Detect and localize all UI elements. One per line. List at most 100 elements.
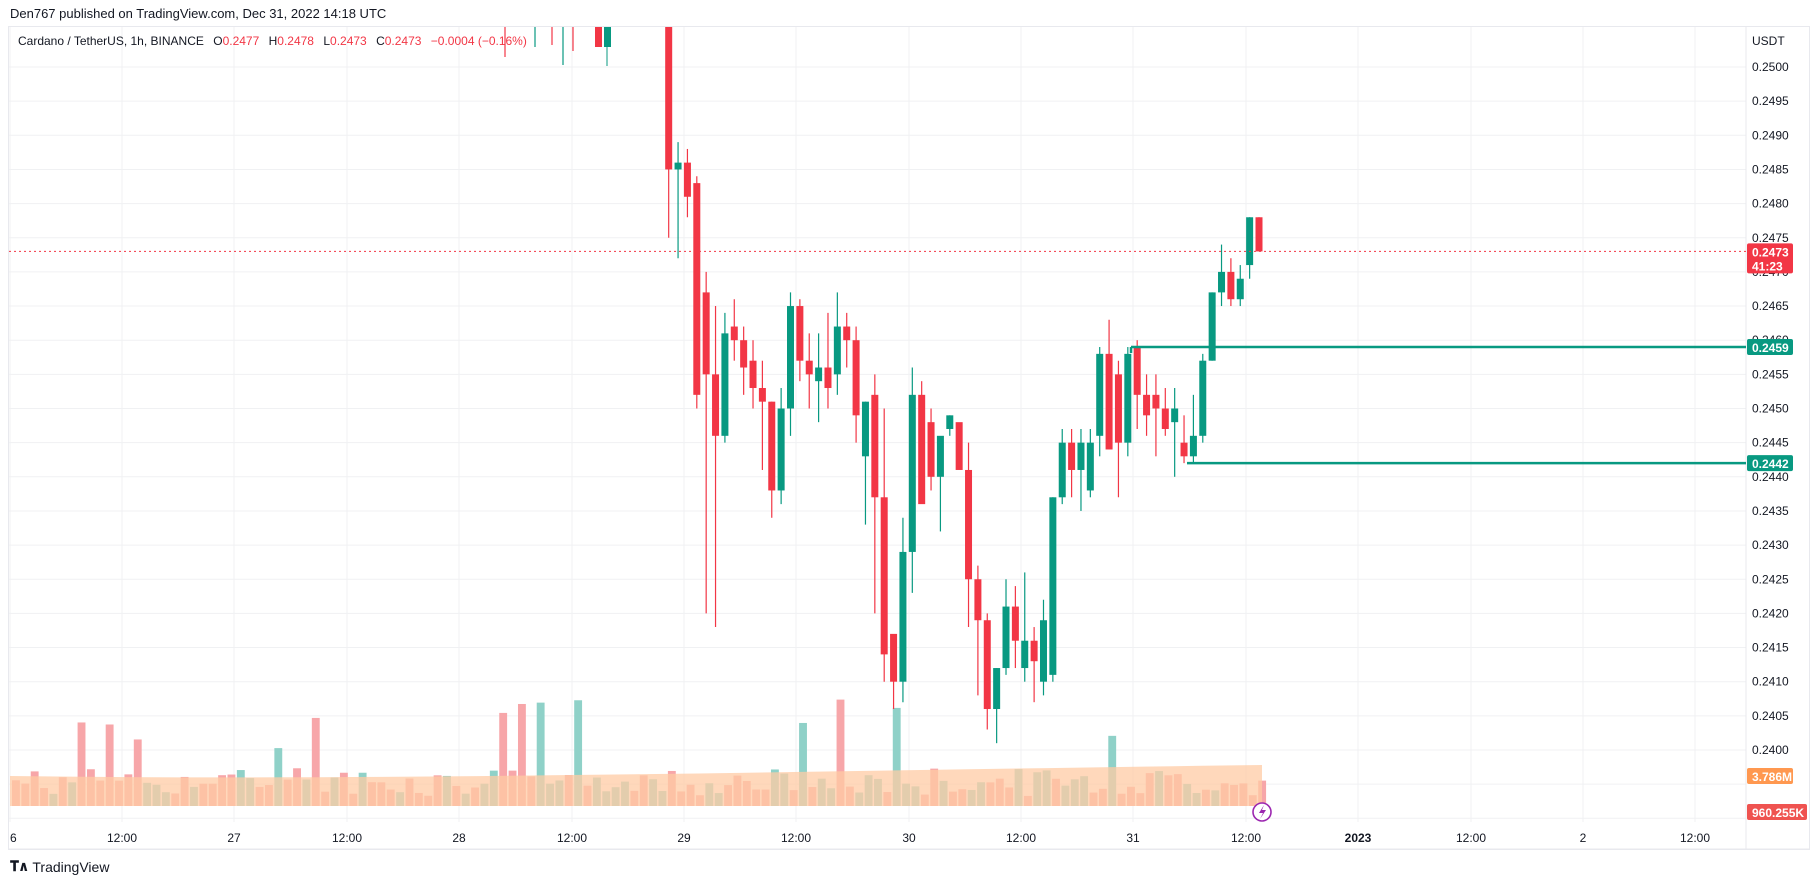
volume-bar [133, 739, 142, 806]
candle-up [899, 551, 907, 682]
price-tick: 0.2465 [1752, 299, 1789, 313]
candle-down [805, 360, 813, 375]
svg-text:0.2473: 0.2473 [1752, 245, 1789, 259]
candle-down [1227, 271, 1235, 300]
volume-bar [574, 700, 583, 806]
low-label: L [323, 34, 331, 48]
price-tick: 0.2475 [1752, 231, 1789, 245]
candle-up [1189, 435, 1197, 457]
volume-bar [77, 722, 86, 806]
candle-up [861, 401, 869, 457]
candle-down [730, 326, 738, 341]
candle-down [1143, 394, 1151, 416]
candle-up [993, 668, 1001, 710]
price-tick: 0.2415 [1752, 641, 1789, 655]
candle-up [777, 408, 785, 491]
candle-up [1236, 278, 1244, 300]
tradingview-logo[interactable]: 𝐓∧ TradingView [10, 858, 109, 875]
candle-down [852, 340, 860, 416]
svg-text:3.786M: 3.786M [1752, 770, 1792, 784]
candle-up [1039, 620, 1047, 682]
candle-series [504, 27, 1263, 744]
time-tick: 12:00 [781, 831, 811, 845]
candle-down [824, 367, 832, 389]
volume-ma-tag: 3.786M [1747, 768, 1793, 784]
candle-down [955, 422, 963, 470]
price-axis[interactable]: USDT 0.2500 0.2495 0.2490 0.2485 0.2480 0.2475… [1747, 34, 1807, 820]
volume-bar [536, 702, 545, 806]
volume-ma-area [10, 765, 1262, 806]
candle-up [1002, 606, 1010, 669]
candle-down [1161, 408, 1169, 429]
candle-down [1068, 442, 1076, 470]
time-tick: 29 [677, 831, 691, 845]
candle-down [665, 27, 673, 170]
volume-bar [311, 717, 320, 806]
svg-text:0.2442: 0.2442 [1752, 457, 1789, 471]
candle-down [702, 292, 710, 375]
time-tick: 12:00 [1231, 831, 1261, 845]
time-axis[interactable]: 6 12:00 27 12:00 28 12:00 29 12:00 30 12:00 31 12:0… [10, 831, 1710, 845]
high-label: H [268, 34, 278, 48]
candle-down [1030, 640, 1038, 662]
volume-bar [499, 712, 508, 806]
brand-label: TradingView [32, 858, 110, 875]
close-label: C [376, 34, 385, 48]
candle-down [1011, 606, 1019, 641]
candle-up [1086, 442, 1094, 491]
candle-down [693, 183, 701, 395]
price-tick: 0.2425 [1752, 572, 1789, 586]
price-tick: 0.2495 [1752, 94, 1789, 108]
high-value: 0.2478 [277, 34, 314, 48]
candle-down [965, 469, 973, 580]
candle-up [908, 394, 916, 552]
time-tick: 31 [1126, 831, 1140, 845]
low-value: 0.2473 [330, 34, 367, 48]
candle-up [1246, 217, 1254, 266]
candle-down [843, 326, 851, 341]
candle-down [595, 27, 602, 47]
time-tick: 2023 [1345, 831, 1372, 845]
candle-up [1077, 442, 1085, 470]
candle-down [758, 388, 766, 402]
level-high-tag: 0.2459 [1747, 339, 1793, 356]
volume-bar [799, 722, 807, 806]
candle-up [1208, 292, 1216, 361]
open-value: 0.2477 [222, 34, 260, 48]
candle-up [1199, 360, 1207, 436]
candle-down [1180, 442, 1188, 457]
price-tick: 0.2480 [1752, 197, 1789, 211]
candle-up [721, 333, 729, 436]
candle-down [890, 633, 898, 682]
level-low-tag: 0.2442 [1747, 455, 1793, 472]
price-tick: 0.2500 [1752, 60, 1789, 74]
open-label: O [213, 34, 223, 48]
price-tick: 0.2450 [1752, 402, 1789, 416]
candle-up [1021, 640, 1029, 669]
price-tick: 0.2435 [1752, 504, 1789, 518]
candle-down [983, 620, 991, 710]
candle-up [787, 306, 794, 409]
volume-bar [517, 703, 526, 806]
price-tick: 0.2455 [1752, 367, 1789, 381]
symbol-title: Cardano / TetherUS, 1h, BINANCE [18, 34, 204, 48]
candle-down [740, 340, 748, 368]
price-tick: 0.2400 [1752, 743, 1789, 757]
candle-up [815, 367, 823, 382]
volume-bar [1258, 780, 1267, 806]
price-tick: 0.2445 [1752, 436, 1789, 450]
volume-bar [274, 748, 283, 806]
candle-up [1049, 497, 1057, 675]
candle-down [871, 394, 879, 498]
time-tick: 12:00 [1680, 831, 1710, 845]
time-tick: 6 [10, 831, 17, 845]
candle-down [974, 579, 982, 621]
svg-text:0.2459: 0.2459 [1752, 341, 1789, 355]
time-tick: 27 [227, 831, 241, 845]
volume-bar [892, 707, 901, 806]
price-tick: 0.2410 [1752, 675, 1789, 689]
candle-down [880, 497, 888, 655]
lightning-icon[interactable] [1252, 802, 1272, 822]
